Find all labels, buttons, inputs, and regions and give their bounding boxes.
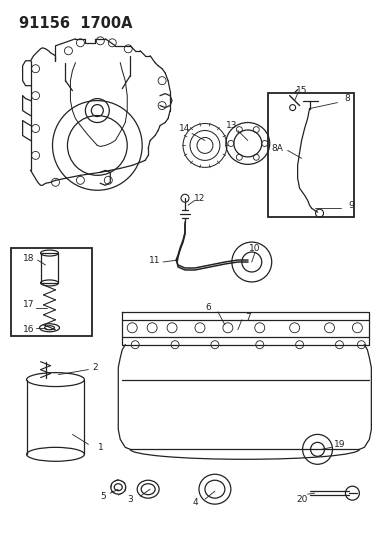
Text: 20: 20 (296, 495, 307, 504)
Bar (11, 248, 92, 336)
Text: 13: 13 (226, 121, 238, 130)
Text: 15: 15 (296, 86, 307, 95)
Text: 3: 3 (127, 495, 133, 504)
Text: 8: 8 (345, 94, 350, 103)
Text: 7: 7 (245, 313, 251, 322)
Text: 12: 12 (194, 194, 206, 203)
Text: 14: 14 (179, 124, 191, 133)
Text: 91156  1700A: 91156 1700A (18, 16, 132, 31)
Text: 9: 9 (348, 201, 354, 209)
Bar (268, 93, 355, 217)
Text: 19: 19 (334, 440, 345, 449)
Text: 6: 6 (205, 303, 211, 312)
Text: 1: 1 (97, 443, 103, 452)
Text: 8A: 8A (272, 144, 284, 153)
Text: 17: 17 (23, 301, 34, 309)
Text: 11: 11 (149, 255, 161, 264)
Text: 2: 2 (92, 363, 98, 372)
Text: 5: 5 (100, 491, 106, 500)
Text: 18: 18 (23, 254, 34, 263)
Bar (40, 253, 59, 283)
Text: 10: 10 (249, 244, 261, 253)
Text: 4: 4 (192, 498, 198, 507)
Text: 16: 16 (23, 325, 34, 334)
